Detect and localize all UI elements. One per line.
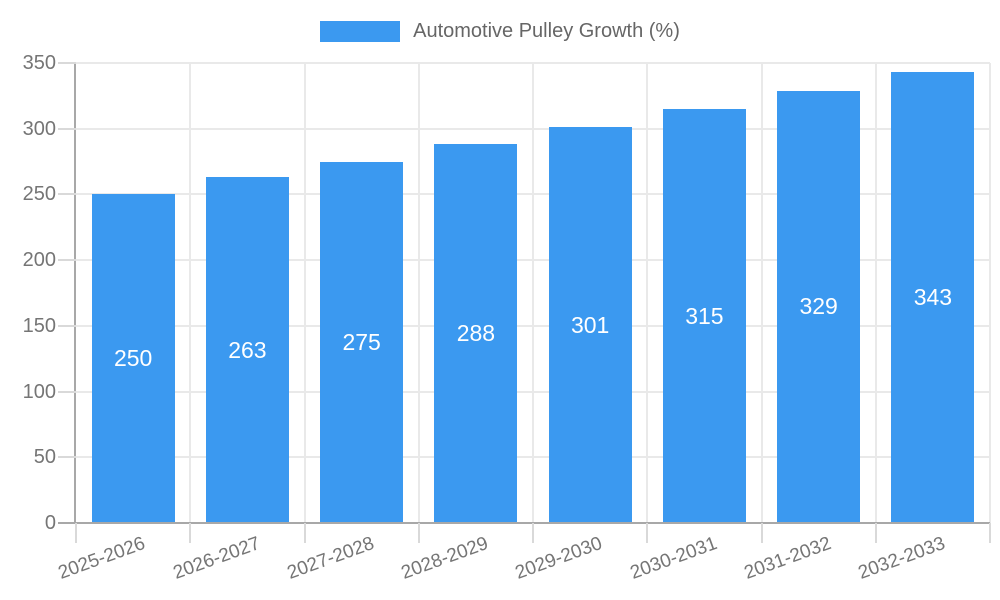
bar[interactable]: 288 xyxy=(434,144,518,523)
y-axis-label: 350 xyxy=(22,52,56,74)
legend-swatch xyxy=(320,21,401,42)
gridline-vertical xyxy=(303,63,306,523)
x-axis-label: 2027-2028 xyxy=(284,533,377,584)
x-axis-tick xyxy=(189,523,192,543)
plot-area: 250 263 275 288 301 315 329 343 xyxy=(76,62,991,523)
bar-value-label: 275 xyxy=(342,328,381,355)
bar[interactable]: 275 xyxy=(320,161,404,523)
bar[interactable]: 250 xyxy=(91,194,175,523)
gridline-vertical xyxy=(874,63,877,523)
x-axis-tick xyxy=(646,523,649,543)
y-axis-line xyxy=(74,63,76,523)
gridline-vertical xyxy=(417,63,420,523)
gridline-vertical xyxy=(532,63,534,523)
y-axis-tick xyxy=(58,324,76,327)
legend-label: Automotive Pulley Growth (%) xyxy=(413,20,680,42)
x-axis-line xyxy=(58,522,990,524)
y-axis-tick xyxy=(58,62,76,64)
x-axis-tick xyxy=(417,523,420,543)
x-axis-label: 2026-2027 xyxy=(169,533,263,584)
bar[interactable]: 343 xyxy=(891,72,975,523)
x-axis-label: 2029-2030 xyxy=(512,533,606,584)
bar-value-label: 250 xyxy=(113,345,153,372)
y-axis-label: 200 xyxy=(22,249,56,272)
x-axis-tick xyxy=(303,523,306,543)
gridline-vertical xyxy=(189,63,192,523)
y-axis-label: 100 xyxy=(22,380,56,403)
x-axis-label: 2031-2032 xyxy=(741,533,834,584)
x-axis-label: 2030-2031 xyxy=(626,533,720,584)
bar-value-label: 288 xyxy=(456,320,496,347)
legend[interactable]: Automotive Pulley Growth (%) xyxy=(0,21,1000,42)
x-axis-label: 2032-2033 xyxy=(855,533,949,584)
bar-value-label: 315 xyxy=(685,302,724,329)
gridline-vertical xyxy=(646,63,649,523)
y-axis-label: 50 xyxy=(33,446,56,469)
bar[interactable]: 301 xyxy=(548,127,632,523)
bar[interactable]: 329 xyxy=(777,90,861,523)
gridline-vertical xyxy=(989,63,991,523)
y-axis-label: 150 xyxy=(22,314,56,337)
bar-value-label: 263 xyxy=(228,336,267,363)
x-axis-tick xyxy=(760,523,763,543)
bar[interactable]: 263 xyxy=(205,177,289,523)
x-axis-tick xyxy=(874,523,877,543)
x-axis-tick xyxy=(989,523,991,543)
y-axis-tick xyxy=(58,390,76,393)
y-axis-label: 0 xyxy=(44,512,56,534)
y-axis-tick xyxy=(58,456,76,459)
x-axis-tick xyxy=(532,523,534,543)
y-axis-tick xyxy=(58,193,76,196)
bar-value-label: 329 xyxy=(799,293,838,320)
y-axis-label: 300 xyxy=(22,117,56,140)
bar[interactable]: 315 xyxy=(662,109,746,523)
y-axis-tick xyxy=(58,259,76,262)
x-axis-tick xyxy=(75,523,77,543)
bar-value-label: 343 xyxy=(913,284,953,311)
y-axis-label: 250 xyxy=(22,183,56,206)
gridline-vertical xyxy=(760,63,763,523)
x-axis-label: 2025-2026 xyxy=(55,533,149,584)
y-axis-tick xyxy=(58,127,76,130)
bar-value-label: 301 xyxy=(570,311,610,338)
x-axis-label: 2028-2029 xyxy=(398,533,492,584)
